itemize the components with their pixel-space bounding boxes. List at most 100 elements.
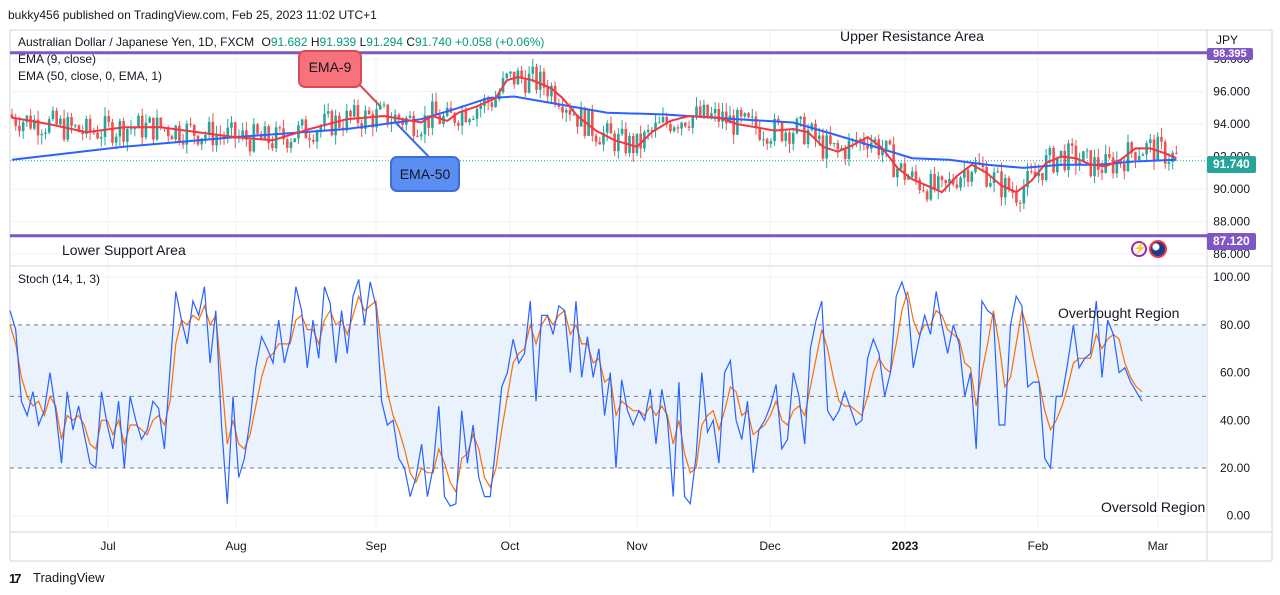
candle-body — [955, 184, 959, 188]
candle-body — [613, 133, 616, 152]
candle-body — [285, 139, 289, 148]
candle-body — [1015, 192, 1018, 203]
candle-body — [754, 116, 758, 129]
candle-body — [1044, 155, 1048, 180]
candle-body — [200, 138, 204, 145]
candle-body — [356, 105, 360, 124]
candle-body — [568, 109, 572, 115]
candle-body — [680, 122, 683, 129]
candle-body — [918, 179, 921, 191]
ema50-legend[interactable]: EMA (50, close, 0, EMA, 1) — [18, 69, 163, 83]
candle-body — [114, 136, 118, 143]
candle-body — [166, 128, 170, 137]
support-price-tag: 87.120 — [1207, 233, 1256, 250]
candle-body — [479, 105, 483, 109]
candle-body — [107, 116, 111, 123]
stoch-legend[interactable]: Stoch (14, 1, 3) — [18, 272, 101, 286]
candle-body — [702, 104, 706, 117]
candle-body — [14, 117, 18, 126]
candle-body — [743, 113, 747, 117]
high-value: 91.939 — [319, 35, 357, 49]
candle-body — [758, 128, 762, 140]
stoch-tick-label: 20.00 — [1220, 461, 1250, 475]
candle-body — [312, 139, 315, 142]
candle-body — [769, 141, 773, 144]
candle-body — [795, 118, 799, 134]
candle-body — [1096, 157, 1100, 170]
candle-body — [304, 119, 308, 139]
candle-body — [665, 117, 669, 125]
candle-body — [490, 102, 494, 107]
stoch-tick-label: 40.00 — [1220, 413, 1250, 427]
stoch-tick-label: 100.00 — [1213, 270, 1250, 284]
price-tick-label: 96.000 — [1213, 85, 1250, 99]
candle-body — [189, 123, 192, 125]
resistance-price-tag: 98.395 — [1207, 48, 1253, 60]
candle-body — [873, 139, 877, 143]
candle-body — [531, 66, 535, 74]
candle-body — [724, 111, 728, 124]
x-tick-label: Jul — [100, 539, 115, 553]
candle-body — [378, 105, 382, 110]
candle-body — [799, 116, 802, 119]
candle-body — [427, 115, 430, 128]
candle-body — [591, 110, 594, 136]
stoch-k-line — [9, 279, 1143, 507]
candle-body — [274, 127, 278, 149]
price-tick-label: 88.000 — [1213, 214, 1250, 228]
candle-body — [922, 190, 925, 192]
candle-body — [382, 104, 386, 106]
candle-body — [55, 110, 58, 125]
candle-body — [806, 129, 810, 144]
candle-body — [538, 71, 542, 90]
candle-body — [126, 129, 129, 142]
candle-body — [654, 122, 657, 131]
close-value: 91.740 — [414, 35, 452, 49]
candle-body — [579, 108, 583, 127]
candle-body — [1134, 152, 1137, 160]
candle-body — [453, 112, 456, 123]
ema9-legend[interactable]: EMA (9, close) — [18, 52, 97, 66]
candle-body — [561, 106, 564, 113]
candle-body — [739, 109, 743, 117]
candle-body — [103, 116, 107, 137]
candle-body — [1022, 187, 1026, 204]
last-price-tag: 91.740 — [1207, 156, 1256, 173]
candle-body — [248, 139, 252, 152]
x-tick-label: Mar — [1148, 539, 1169, 553]
candle-body — [657, 122, 661, 124]
australia-flag-icon[interactable] — [1149, 240, 1167, 258]
candle-body — [713, 108, 717, 114]
candle-body — [245, 130, 248, 140]
candle-body — [907, 176, 910, 180]
candle-body — [940, 176, 944, 181]
candle-body — [21, 122, 25, 132]
candle-body — [698, 106, 702, 117]
candle-body — [155, 117, 159, 140]
candle-body — [546, 87, 549, 97]
candle-body — [717, 108, 721, 122]
candle-body — [233, 122, 237, 139]
candle-body — [617, 133, 620, 152]
candle-body — [498, 92, 501, 100]
candle-body — [1141, 154, 1145, 156]
candle-body — [81, 132, 84, 134]
x-tick-label: Sep — [365, 539, 387, 553]
candle-body — [1093, 157, 1096, 177]
tradingview-logo-icon: 17 — [9, 571, 22, 586]
candle-body — [1100, 169, 1104, 173]
candle-body — [263, 126, 267, 139]
candle-body — [148, 117, 151, 123]
candle-body — [970, 171, 974, 182]
candle-body — [371, 114, 375, 128]
candle-body — [300, 119, 304, 126]
candle-body — [85, 118, 88, 134]
candle-body — [684, 122, 687, 127]
low-value: 91.294 — [366, 35, 403, 49]
lightning-event-icon[interactable]: ⚡ — [1131, 241, 1147, 257]
candle-body — [230, 122, 233, 128]
candle-body — [40, 133, 44, 136]
candle-body — [635, 133, 639, 154]
candle-body — [494, 99, 497, 107]
